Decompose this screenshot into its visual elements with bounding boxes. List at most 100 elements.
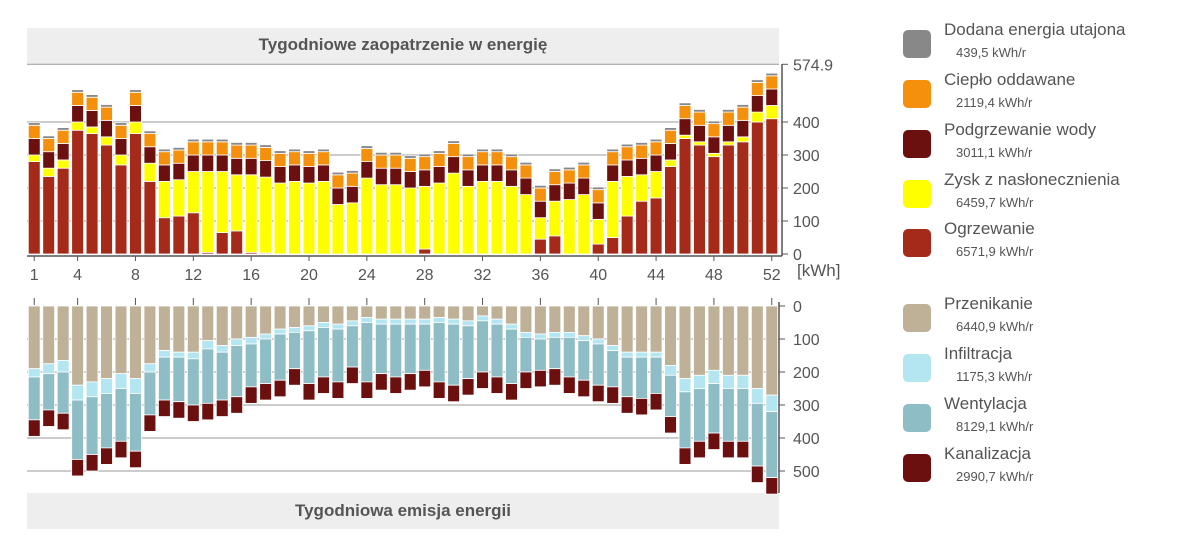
bar-segment bbox=[418, 185, 432, 250]
bar-segment bbox=[244, 343, 258, 388]
bar-segment bbox=[114, 305, 128, 375]
bar-segment bbox=[418, 153, 432, 158]
bar-segment bbox=[490, 180, 504, 255]
bar-segment bbox=[678, 102, 692, 106]
bar-segment bbox=[693, 374, 706, 389]
bar-segment bbox=[42, 151, 56, 169]
bar-segment bbox=[172, 356, 186, 403]
bar-segment bbox=[56, 143, 70, 161]
bar-segment bbox=[158, 305, 171, 351]
bar-segment bbox=[100, 378, 113, 394]
bar-segment bbox=[606, 345, 620, 351]
bar-segment bbox=[432, 182, 446, 255]
bar-segment bbox=[27, 138, 41, 156]
bar-segment bbox=[302, 150, 316, 154]
y-tick-label: 0 bbox=[793, 247, 802, 264]
bar-segment bbox=[346, 320, 359, 327]
bar-segment bbox=[750, 402, 764, 467]
bar-segment bbox=[331, 305, 345, 325]
bar-segment bbox=[591, 186, 605, 191]
x-tick-label: 32 bbox=[474, 267, 492, 284]
legend-item: Ciepło oddawane 2119,4 kWh/r bbox=[900, 70, 1200, 118]
bar-segment bbox=[577, 177, 591, 196]
bar-segment bbox=[476, 371, 489, 389]
bar-segment bbox=[201, 141, 215, 156]
bar-segment bbox=[750, 465, 764, 483]
x-tick-label: 36 bbox=[531, 267, 549, 284]
bar-segment bbox=[722, 305, 735, 376]
bar-segment bbox=[100, 106, 113, 121]
bar-segment bbox=[606, 148, 620, 153]
bar-segment bbox=[186, 141, 200, 156]
bar-segment bbox=[548, 368, 562, 386]
bar-segment bbox=[259, 305, 272, 335]
bar-segment bbox=[765, 105, 779, 120]
bar-segment bbox=[635, 356, 648, 399]
energy-chart: Tygodniowe zaopatrzenie w energię Tygodn… bbox=[27, 28, 840, 529]
bar-segment bbox=[693, 124, 706, 143]
bar-segment bbox=[476, 151, 489, 166]
bar-segment bbox=[389, 305, 403, 320]
x-tick-label: 28 bbox=[416, 267, 434, 284]
legend-value: 3011,1 kWh/r bbox=[956, 145, 1033, 160]
bar-segment bbox=[71, 91, 84, 106]
bar-segment bbox=[765, 394, 779, 413]
bar-segment bbox=[635, 174, 648, 202]
bar-segment bbox=[519, 164, 533, 179]
bar-segment bbox=[374, 167, 388, 186]
bar-segment bbox=[418, 318, 432, 325]
bar-segment bbox=[548, 235, 562, 255]
bar-segment bbox=[230, 396, 244, 414]
x-tick-label: 44 bbox=[647, 267, 665, 284]
bar-segment bbox=[186, 351, 200, 360]
bar-segment bbox=[71, 399, 84, 460]
bar-segment bbox=[693, 111, 706, 126]
bar-segment bbox=[750, 305, 764, 389]
legend-item: Infiltracja 1175,3 kWh/r bbox=[900, 344, 1200, 392]
bar-segment bbox=[172, 179, 186, 217]
bar-segment bbox=[56, 360, 70, 373]
bar-segment bbox=[317, 327, 330, 378]
bar-segment bbox=[505, 328, 518, 384]
bar-segment bbox=[649, 171, 663, 199]
bar-segment bbox=[750, 121, 764, 255]
bar-segment bbox=[158, 164, 171, 182]
y-tick-label: 400 bbox=[793, 115, 820, 132]
bar-segment bbox=[620, 305, 634, 353]
bar-segment bbox=[505, 383, 518, 401]
bar-segment bbox=[649, 154, 663, 172]
x-tick-label: 4 bbox=[73, 267, 82, 284]
bar-segment bbox=[664, 416, 677, 434]
bar-segment bbox=[56, 159, 70, 169]
bar-segment bbox=[374, 318, 388, 325]
bar-segment bbox=[562, 336, 576, 378]
bar-segment bbox=[331, 381, 345, 399]
axes: 1 4 8 12 16 20 24 28 32 36 40 44 48 52010020030040057… bbox=[27, 57, 833, 493]
bar-segment bbox=[259, 333, 272, 340]
bottom-chart-title: Tygodniowa emisja energii bbox=[295, 501, 511, 520]
bar-segment bbox=[678, 305, 692, 379]
bar-segment bbox=[244, 144, 258, 159]
bar-segment bbox=[85, 454, 99, 472]
x-tick-label: 8 bbox=[131, 267, 140, 284]
bar-segment bbox=[736, 106, 750, 121]
bar-segment bbox=[244, 174, 258, 253]
bar-segment bbox=[158, 217, 171, 255]
bar-segment bbox=[476, 305, 489, 317]
bar-segment bbox=[186, 154, 200, 172]
bar-segment bbox=[722, 388, 735, 442]
legend-value: 6459,7 kWh/r bbox=[956, 195, 1034, 210]
bar-segment bbox=[143, 363, 157, 373]
bar-segment bbox=[244, 336, 258, 345]
bar-segment bbox=[114, 373, 128, 389]
legend-value: 439,5 kWh/r bbox=[956, 45, 1027, 60]
bar-segment bbox=[505, 323, 518, 330]
legend-item: Podgrzewanie wody 3011,1 kWh/r bbox=[900, 120, 1200, 168]
legend-name: Wentylacja bbox=[944, 394, 1027, 413]
bar-segment bbox=[447, 172, 460, 255]
bar-segment bbox=[143, 371, 157, 416]
bar-segment bbox=[490, 318, 504, 325]
bar-segment bbox=[562, 305, 576, 333]
bar-segment bbox=[461, 325, 475, 379]
bar-segment bbox=[505, 153, 518, 158]
